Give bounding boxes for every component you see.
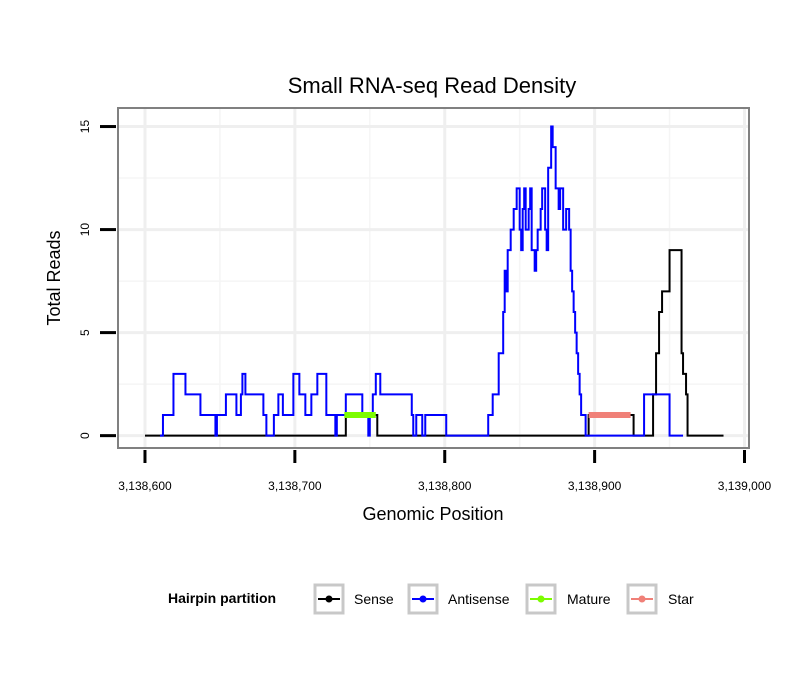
legend-label-sense: Sense <box>354 591 394 607</box>
x-tick-label: 3,138,700 <box>268 479 322 493</box>
x-tick-label: 3,138,900 <box>568 479 622 493</box>
series-line-antisense <box>159 125 684 437</box>
legend-title: Hairpin partition <box>168 590 276 606</box>
series-layer <box>144 125 724 437</box>
y-tick-label: 5 <box>78 329 92 336</box>
legend-label-antisense: Antisense <box>448 591 510 607</box>
y-tick-label: 15 <box>78 120 92 134</box>
chart-title: Small RNA-seq Read Density <box>288 73 577 98</box>
x-tick-label: 3,138,600 <box>118 479 172 493</box>
x-tick-label: 3,139,000 <box>718 479 772 493</box>
x-tick-label: 3,138,800 <box>418 479 472 493</box>
legend-key-dot <box>638 595 646 603</box>
legend-key-dot <box>325 595 333 603</box>
axes: 3,138,600 3,138,700 3,138,800 3,138,900 3,13… <box>78 120 772 493</box>
legend-label-star: Star <box>668 591 694 607</box>
legend-key-dot <box>537 595 545 603</box>
y-axis-title: Total Reads <box>44 230 64 325</box>
legend: Hairpin partition Sense Antisense Mature St… <box>168 583 694 615</box>
y-tick-label: 0 <box>78 432 92 439</box>
legend-key-dot <box>419 595 427 603</box>
series-line-sense <box>144 249 724 437</box>
y-tick-label: 10 <box>78 223 92 237</box>
x-axis-title: Genomic Position <box>362 504 503 524</box>
plot-panel <box>118 108 749 448</box>
plot-border <box>117 107 750 449</box>
legend-label-mature: Mature <box>567 591 611 607</box>
